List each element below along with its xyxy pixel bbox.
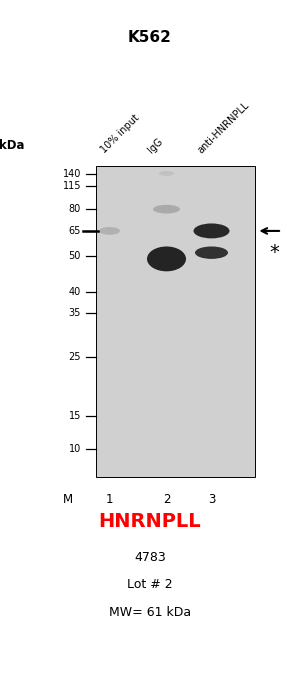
Text: kDa: kDa [0,139,25,152]
Text: 2: 2 [163,493,170,506]
Text: MW= 61 kDa: MW= 61 kDa [109,606,191,619]
Ellipse shape [195,247,228,259]
Text: 10% input: 10% input [99,113,142,155]
FancyBboxPatch shape [96,166,255,477]
Text: 40: 40 [69,287,81,297]
Text: M: M [62,493,73,506]
Text: anti-HNRNPLL: anti-HNRNPLL [195,100,251,155]
Ellipse shape [153,205,180,214]
Text: 10: 10 [69,443,81,454]
Text: 15: 15 [69,411,81,421]
Text: 65: 65 [69,226,81,236]
Text: HNRNPLL: HNRNPLL [99,512,201,531]
Ellipse shape [99,227,120,235]
Text: 50: 50 [69,251,81,261]
Ellipse shape [147,247,186,271]
Text: 80: 80 [69,204,81,214]
Text: K562: K562 [128,30,172,45]
Text: 1: 1 [106,493,113,506]
Text: 115: 115 [62,181,81,191]
Text: Lot # 2: Lot # 2 [127,579,173,592]
Text: IgG: IgG [146,137,165,155]
Text: 140: 140 [63,169,81,178]
Text: 25: 25 [68,352,81,362]
Text: 4783: 4783 [134,552,166,564]
Text: 35: 35 [69,308,81,318]
Ellipse shape [159,171,174,176]
Text: 3: 3 [208,493,215,506]
Ellipse shape [194,224,230,239]
Text: *: * [270,243,279,262]
